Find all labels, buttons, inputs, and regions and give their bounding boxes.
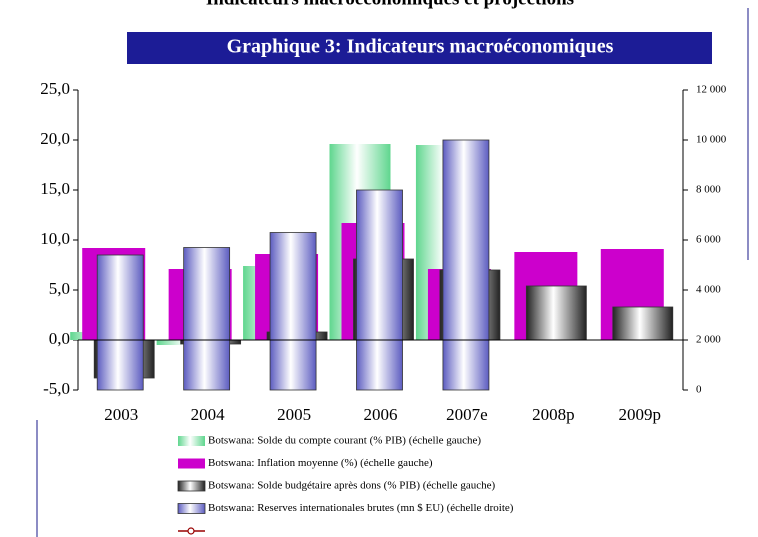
bar	[442, 139, 490, 391]
title-box	[127, 32, 712, 64]
bar	[96, 254, 144, 391]
bar	[525, 285, 587, 341]
y-tick-label: -5,0	[43, 379, 70, 398]
x-tick-label: 2005	[277, 405, 311, 424]
x-tick-label: 2006	[364, 405, 398, 424]
x-tick-label: 2004	[191, 405, 226, 424]
legend-label: Botswana: Reserves internationales brute…	[208, 502, 514, 514]
y-tick-label: 5,0	[49, 279, 70, 298]
y2-tick-label: 10 000	[696, 134, 727, 146]
legend-swatch	[178, 436, 205, 446]
y2-tick-label: 8 000	[696, 184, 721, 196]
legend-label: Botswana: Solde du compte courant (% PIB…	[208, 435, 481, 447]
y2-tick-label: 0	[696, 384, 702, 396]
y-tick-label: 20,0	[40, 129, 70, 148]
bar	[183, 247, 231, 391]
y-tick-label: 10,0	[40, 229, 70, 248]
legend-swatch	[178, 458, 205, 469]
y2-tick-label: 2 000	[696, 334, 721, 346]
bar	[269, 232, 317, 391]
legend-label: Botswana: Inflation moyenne (%) (échelle…	[208, 457, 433, 469]
bar	[356, 189, 403, 391]
bar	[612, 306, 674, 341]
y2-tick-label: 4 000	[696, 284, 721, 296]
chart-title: Graphique 3: Indicateurs macroéconomique…	[227, 36, 614, 58]
x-tick-label: 2007e	[446, 405, 488, 424]
x-tick-label: 2008p	[532, 405, 575, 424]
legend-label: Botswana: Solde budgétaire après dons (%…	[208, 480, 495, 492]
y2-tick-label: 12 000	[696, 84, 727, 96]
legend-swatch	[177, 480, 206, 492]
x-tick-label: 2009p	[619, 405, 662, 424]
y-tick-label: 25,0	[40, 79, 70, 98]
legend-marker-sample	[187, 527, 195, 535]
y-tick-label: 15,0	[40, 179, 70, 198]
y-tick-label: 0,0	[49, 329, 70, 348]
legend-swatch	[177, 503, 206, 514]
y2-tick-label: 6 000	[696, 234, 721, 246]
page-title: Indicateurs macroéconomiques et projecti…	[206, 0, 574, 9]
x-tick-label: 2003	[104, 405, 138, 424]
